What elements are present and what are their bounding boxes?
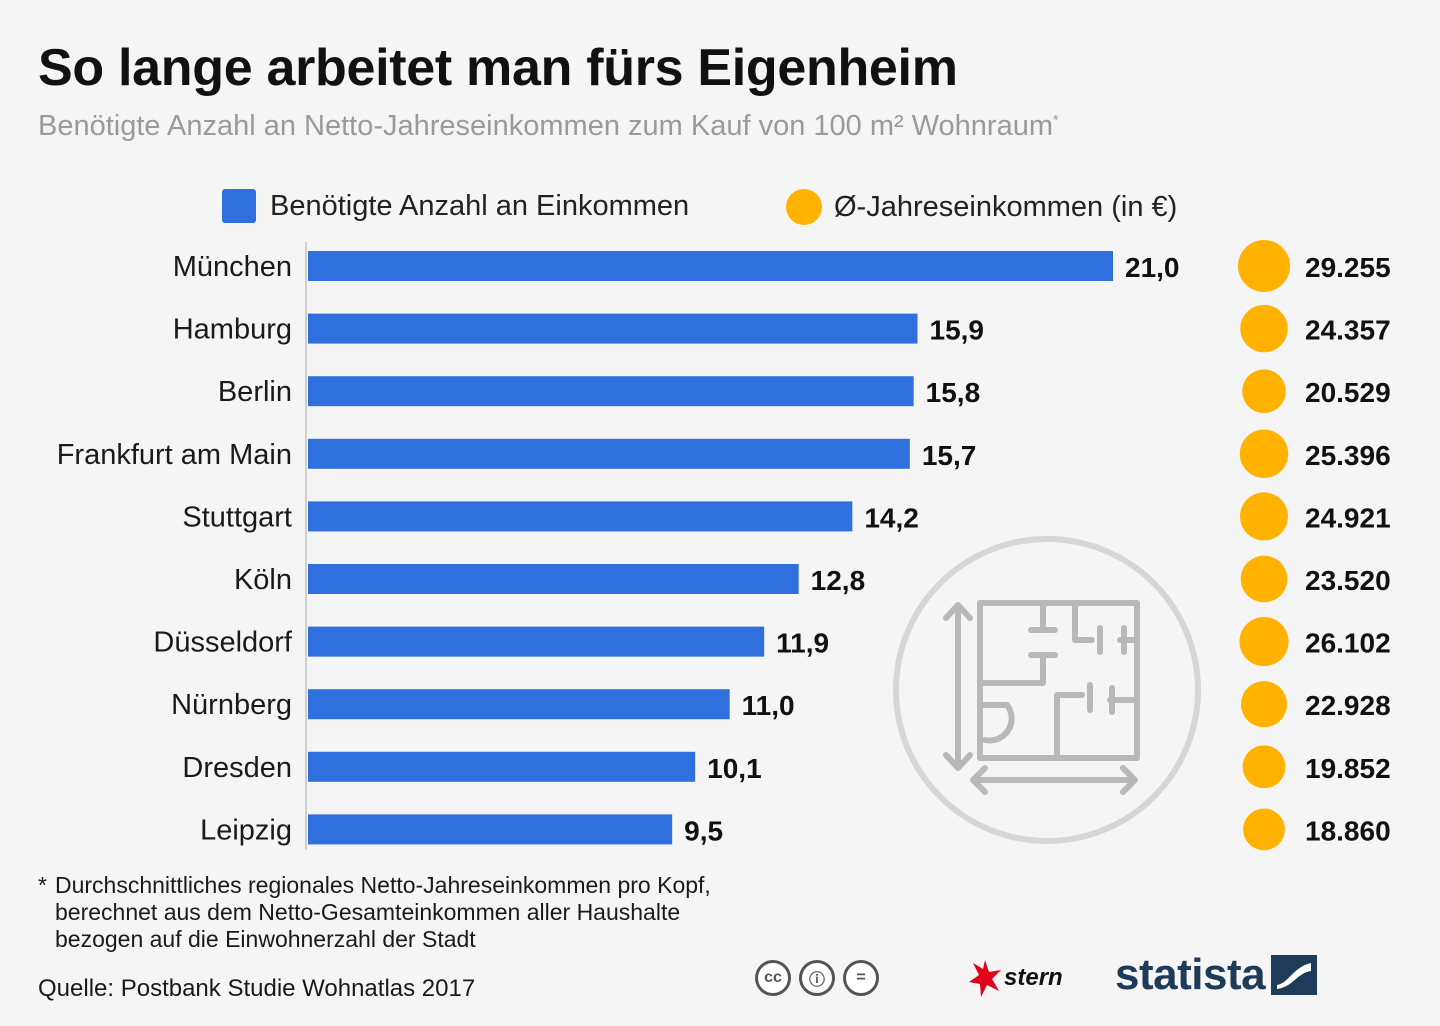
license-icons: cc ⓘ = [755,960,879,996]
legend-bar-swatch [222,189,256,223]
bar-value-label: 11,0 [742,690,795,721]
category-label: Stuttgart [182,501,292,533]
bar [308,438,910,469]
bar-value-label: 21,0 [1125,252,1180,283]
income-value-label: 23.520 [1305,565,1391,596]
category-label: Nürnberg [171,689,292,721]
stern-wordmark: stern [1004,964,1063,991]
page-subtitle: Benötigte Anzahl an Netto-Jahreseinkomme… [38,110,1058,143]
nd-equals-icon[interactable]: = [843,960,879,996]
bar-value-label: 11,9 [776,628,829,659]
bar [308,564,799,594]
bar-value-label: 9,5 [684,815,723,846]
statista-logo[interactable]: statista [1115,950,1318,1000]
stern-logo[interactable]: stern [968,958,1063,998]
legend-dots-label: Ø-Jahreseinkommen (in €) [834,190,1178,223]
income-dot [1239,617,1289,667]
stern-star-icon [969,960,1001,997]
income-value-label: 29.255 [1305,252,1391,283]
bar-value-label: 12,8 [811,565,866,596]
income-value-label: 26.102 [1305,628,1391,659]
bar [308,626,765,657]
category-label: Köln [234,564,292,596]
income-value-label: 25.396 [1305,440,1391,471]
income-dot [1240,555,1288,603]
category-label: Dresden [182,752,292,784]
bar [308,251,1113,281]
statista-wordmark: statista [1115,950,1266,999]
legend-item-dots: Ø-Jahreseinkommen (in €) [786,189,1177,225]
category-label: München [173,251,292,283]
bar [308,313,918,344]
category-label: Berlin [218,376,292,408]
income-dot [1242,369,1286,413]
by-person-icon[interactable]: ⓘ [799,960,835,996]
source-note: Quelle: Postbank Studie Wohnatlas 2017 [38,975,476,1002]
income-value-label: 18.860 [1305,815,1391,846]
bar-value-label: 10,1 [707,753,762,784]
bar-value-label: 15,7 [922,440,977,471]
legend-item-bars: Benötigte Anzahl an Einkommen [222,189,689,223]
floor-plan-icon [893,536,1201,844]
income-dot [1243,808,1285,851]
income-value-label: 19.852 [1305,753,1391,784]
category-label: Frankfurt am Main [57,439,292,471]
category-label: Düsseldorf [153,627,293,659]
footnote-line: berechnet aus dem Netto-Gesamteinkommen … [55,899,681,925]
bar [308,501,853,532]
footnote: * Durchschnittliches regionales Netto-Ja… [38,872,711,953]
income-value-label: 24.357 [1305,315,1391,346]
subtitle-text: Benötigte Anzahl an Netto-Jahreseinkomme… [38,110,1053,142]
income-value-label: 20.529 [1305,377,1391,408]
bar [308,376,914,407]
bar-value-label: 15,9 [930,315,985,346]
page-title: So lange arbeitet man fürs Eigenheim [38,39,958,97]
bar [308,814,673,845]
legend-dot-swatch [786,189,822,225]
income-dot [1242,745,1286,789]
subtitle-footnote-marker: * [1053,111,1059,128]
category-label: Leipzig [200,814,292,846]
cc-icon[interactable]: cc [755,960,791,996]
income-dot [1240,681,1288,728]
income-dot [1240,304,1288,353]
bar-value-label: 15,8 [926,377,981,408]
category-label: Hamburg [173,314,292,346]
income-dot [1238,240,1290,292]
footnote-line: bezogen auf die Einwohnerzahl der Stadt [55,926,476,952]
bar-value-label: 14,2 [864,502,919,533]
income-value-label: 22.928 [1305,690,1391,721]
bar [308,751,696,782]
legend-bars-label: Benötigte Anzahl an Einkommen [270,189,690,222]
income-value-label: 24.921 [1305,502,1391,533]
footnote-marker: * [38,872,47,898]
income-dot [1240,492,1288,541]
footnote-line: Durchschnittliches regionales Netto-Jahr… [55,872,711,898]
statista-mark-icon [1271,955,1318,995]
bar [308,689,730,720]
income-dot [1239,429,1289,479]
